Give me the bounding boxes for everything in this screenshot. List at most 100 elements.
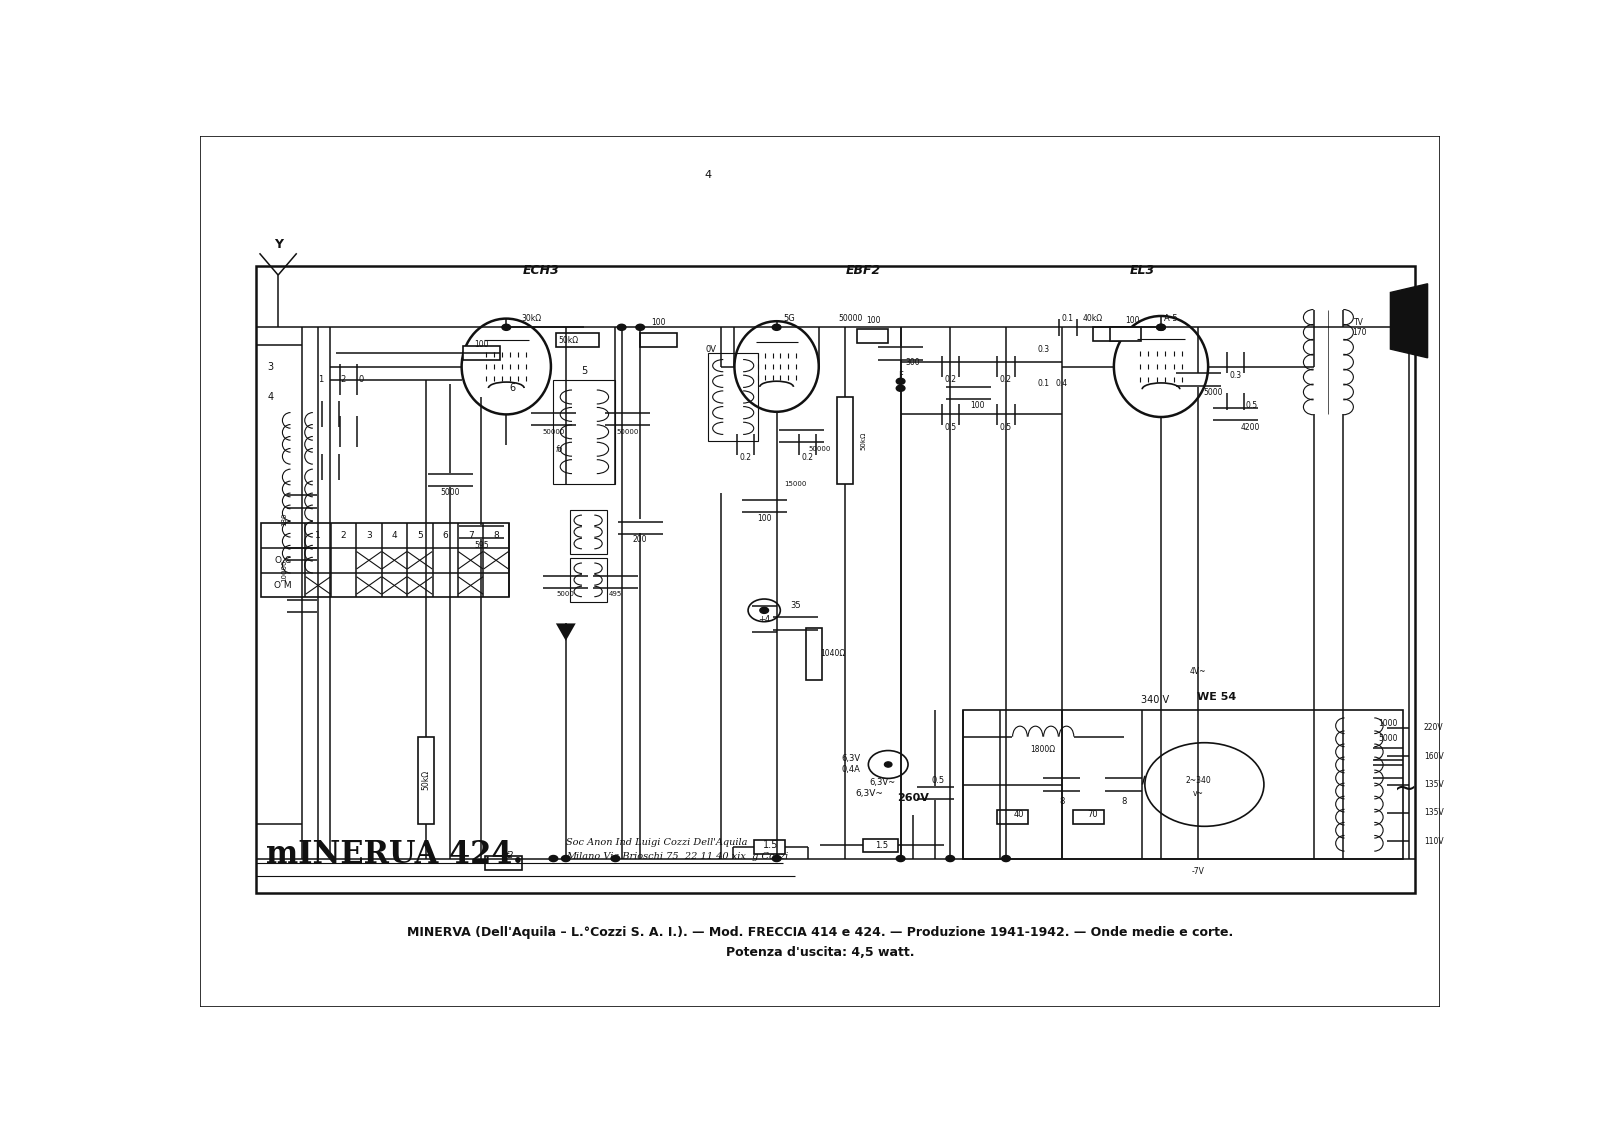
- Bar: [485, 856, 522, 870]
- Text: 300: 300: [906, 357, 920, 366]
- Circle shape: [502, 325, 510, 330]
- Bar: [997, 810, 1029, 823]
- Text: 0.5: 0.5: [1000, 423, 1013, 432]
- Bar: [858, 329, 888, 343]
- Text: O M: O M: [274, 581, 291, 590]
- Text: 8: 8: [1059, 797, 1064, 806]
- Text: 1.5: 1.5: [875, 841, 888, 851]
- Text: F: F: [898, 371, 902, 380]
- Text: 50kΩ: 50kΩ: [558, 336, 578, 345]
- Text: 1000: 1000: [1378, 719, 1398, 728]
- Bar: [256, 267, 1416, 893]
- Text: EBF2: EBF2: [846, 265, 882, 277]
- Circle shape: [635, 325, 645, 330]
- Text: f2: f2: [506, 851, 514, 860]
- Text: 50000: 50000: [542, 429, 565, 434]
- Text: 100: 100: [757, 515, 771, 524]
- Bar: [963, 710, 1403, 858]
- Text: 35: 35: [790, 602, 800, 611]
- Text: 0.2: 0.2: [739, 454, 752, 463]
- Text: 100: 100: [1125, 316, 1139, 325]
- Text: 1.5: 1.5: [763, 840, 778, 851]
- Text: fo: fo: [555, 444, 563, 454]
- Text: 180: 180: [282, 512, 288, 526]
- Text: 0.5: 0.5: [931, 776, 944, 785]
- Circle shape: [618, 325, 626, 330]
- Bar: [1110, 327, 1141, 342]
- Circle shape: [1157, 325, 1165, 330]
- Bar: [570, 558, 606, 602]
- Text: 0.2: 0.2: [802, 454, 814, 463]
- Text: 100: 100: [651, 319, 666, 328]
- Text: 6,3V~: 6,3V~: [856, 788, 883, 797]
- Bar: [261, 524, 509, 597]
- Text: 50000: 50000: [838, 314, 862, 323]
- Text: 50000: 50000: [810, 447, 830, 452]
- Circle shape: [773, 855, 781, 862]
- Text: 7: 7: [467, 532, 474, 541]
- Circle shape: [1157, 325, 1165, 330]
- Text: Potenza d'uscita: 4,5 watt.: Potenza d'uscita: 4,5 watt.: [726, 947, 914, 959]
- Text: 260V: 260V: [898, 793, 930, 803]
- Circle shape: [760, 607, 768, 613]
- Text: 0.2: 0.2: [944, 375, 957, 385]
- Text: v~: v~: [1192, 788, 1203, 797]
- Text: EL3: EL3: [1130, 265, 1155, 277]
- Text: 595: 595: [474, 541, 488, 550]
- Text: 0.5: 0.5: [944, 423, 957, 432]
- Text: TV
170: TV 170: [1352, 318, 1366, 337]
- Text: 0.1: 0.1: [1037, 379, 1050, 388]
- Text: 1: 1: [315, 532, 322, 541]
- Text: 0V: 0V: [706, 345, 717, 354]
- Text: 4V~: 4V~: [1190, 667, 1206, 676]
- Text: WE 54: WE 54: [1197, 692, 1237, 702]
- Text: MINERVA (Dell'Aquila – L.°Cozzi S. A. I.). — Mod. FRECCIA 414 e 424. — Produzion: MINERVA (Dell'Aquila – L.°Cozzi S. A. I.…: [406, 926, 1234, 939]
- Text: 0.5: 0.5: [1245, 402, 1258, 411]
- Text: 100: 100: [474, 340, 488, 349]
- Text: 15000: 15000: [784, 481, 806, 487]
- Text: ~: ~: [1394, 775, 1418, 803]
- Text: 5000: 5000: [440, 489, 461, 498]
- Text: 4: 4: [392, 532, 397, 541]
- Text: 6,3V~: 6,3V~: [869, 778, 894, 787]
- Text: 1040Ω: 1040Ω: [819, 649, 845, 658]
- Text: 0,4A: 0,4A: [842, 766, 861, 775]
- Text: O C: O C: [275, 555, 291, 564]
- Bar: [570, 510, 606, 554]
- Bar: [754, 840, 786, 854]
- Text: 5: 5: [418, 532, 422, 541]
- Text: 0.3: 0.3: [1037, 345, 1050, 354]
- Text: 4: 4: [267, 392, 274, 402]
- Text: 0.3: 0.3: [1229, 371, 1242, 380]
- Text: 2~340: 2~340: [1186, 776, 1211, 785]
- Circle shape: [946, 855, 955, 862]
- Polygon shape: [555, 623, 576, 641]
- Text: 6,3V: 6,3V: [842, 754, 861, 763]
- Text: 110V: 110V: [1424, 837, 1443, 846]
- Text: +4: +4: [758, 614, 770, 623]
- Text: 200: 200: [634, 535, 648, 544]
- Text: 6: 6: [442, 532, 448, 541]
- Polygon shape: [1390, 284, 1427, 357]
- Text: 50kΩ: 50kΩ: [861, 431, 867, 450]
- Text: 5G: 5G: [782, 314, 795, 323]
- Text: 135V: 135V: [1424, 809, 1443, 818]
- Text: 2: 2: [341, 532, 346, 541]
- Text: 70: 70: [1088, 811, 1098, 820]
- Text: Soc Anon Ind Luigi Cozzi Dell'Aquila: Soc Anon Ind Luigi Cozzi Dell'Aquila: [566, 838, 747, 847]
- Bar: [864, 838, 898, 853]
- Circle shape: [562, 855, 570, 862]
- Text: 0.4: 0.4: [1056, 379, 1067, 388]
- Text: 4: 4: [706, 170, 712, 180]
- Text: 4200: 4200: [1240, 423, 1259, 432]
- Ellipse shape: [1114, 316, 1208, 417]
- Text: 5000: 5000: [1203, 388, 1222, 397]
- Text: 3: 3: [366, 532, 371, 541]
- Text: 40: 40: [1013, 811, 1024, 820]
- Text: 160V: 160V: [1424, 752, 1443, 761]
- Text: 340 V: 340 V: [1141, 696, 1170, 705]
- Text: mINERUA 424.: mINERUA 424.: [266, 839, 523, 870]
- Text: 100: 100: [970, 402, 984, 411]
- Bar: [1074, 810, 1104, 823]
- Text: 5000: 5000: [557, 590, 574, 597]
